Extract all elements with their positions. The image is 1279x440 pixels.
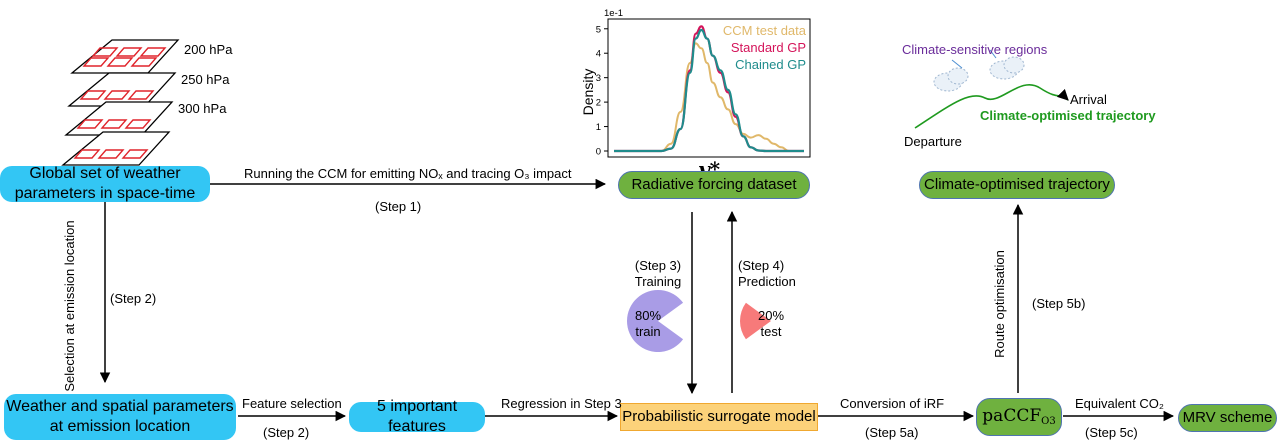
conversion-label: Conversion of iRF: [840, 396, 945, 411]
arrival-label: Arrival: [1070, 92, 1107, 107]
trajectory-illustration: [914, 49, 1069, 129]
train-pct-label: 80%: [634, 308, 662, 323]
important-features-node: 5 important features: [349, 398, 485, 435]
step1-label: (Step 1): [375, 199, 422, 214]
train-pie-icon: [626, 290, 684, 352]
legend-entry-3: Chained GP: [735, 57, 806, 72]
y-tick-label-2: 2: [596, 98, 601, 109]
cloud-icon: [989, 56, 1025, 80]
trajectory-title: Climate-optimised trajectory: [980, 108, 1156, 123]
y-tick-label-1: 1: [596, 122, 601, 133]
prediction-label: Prediction: [738, 274, 796, 289]
step5c-label: (Step 5c): [1085, 425, 1138, 440]
regions-label: Climate-sensitive regions: [902, 42, 1048, 57]
trajectory-path: [914, 84, 1069, 129]
selection-label: Selection at emission location: [62, 220, 77, 392]
y-tick-label-5: 5: [596, 24, 601, 35]
step5a-label: (Step 5a): [865, 425, 919, 440]
test-label: test: [760, 324, 782, 339]
layer-label-200: 200 hPa: [184, 42, 233, 57]
test-pie-icon: [740, 302, 771, 340]
layer-label-300: 300 hPa: [178, 101, 227, 116]
scale-label: 1e-1: [604, 8, 623, 19]
legend-entry-2: Standard GP: [731, 40, 806, 55]
climate-trajectory-node: Climate-optimised trajectory: [919, 171, 1115, 199]
y-axis-label: Density: [580, 69, 596, 116]
surrogate-model-node: Probabilistic surrogate model: [620, 403, 818, 431]
paccf-subscript: O3: [1041, 415, 1056, 427]
step5b-label: (Step 5b): [1032, 296, 1086, 311]
feature-step-label: (Step 2): [263, 425, 310, 440]
radiative-forcing-node: Radiative forcing dataset: [618, 171, 810, 199]
y-tick-label-0: 0: [596, 147, 601, 158]
feature-selection-label: Feature selection: [242, 396, 342, 411]
regression-label: Regression in Step 3: [501, 396, 622, 411]
legend-entry-1: CCM test data: [723, 23, 807, 38]
equivalent-label: Equivalent CO₂: [1075, 396, 1164, 411]
cloud-icon: [933, 67, 969, 92]
y-tick-label-4: 4: [596, 49, 601, 60]
step2-label: (Step 2): [110, 291, 157, 306]
global-weather-node: Global set of weather parameters in spac…: [0, 165, 210, 202]
step4-label: (Step 4): [738, 258, 785, 273]
y-tick-label-3: 3: [596, 73, 601, 84]
paccf-label: paCCF: [982, 406, 1042, 427]
paccf-node: paCCF O3: [976, 398, 1062, 436]
running-ccm-label: Running the CCM for emitting NOₓ and tra…: [244, 166, 572, 181]
step3-label: (Step 3): [634, 258, 682, 273]
mrv-scheme-node: MRV scheme: [1178, 404, 1277, 432]
departure-label: Departure: [904, 134, 962, 149]
test-pct-label: 20%: [757, 308, 785, 323]
train-label: train: [635, 324, 661, 339]
series-line-3: [614, 28, 804, 153]
route-opt-label: Route optimisation: [992, 250, 1007, 358]
weather-spatial-node: Weather and spatial parameters at emissi…: [4, 394, 236, 440]
series-line-1: [614, 42, 804, 152]
layer-label-250: 250 hPa: [181, 72, 230, 87]
pressure-layers-icon: [61, 39, 180, 166]
training-label: Training: [634, 274, 682, 289]
